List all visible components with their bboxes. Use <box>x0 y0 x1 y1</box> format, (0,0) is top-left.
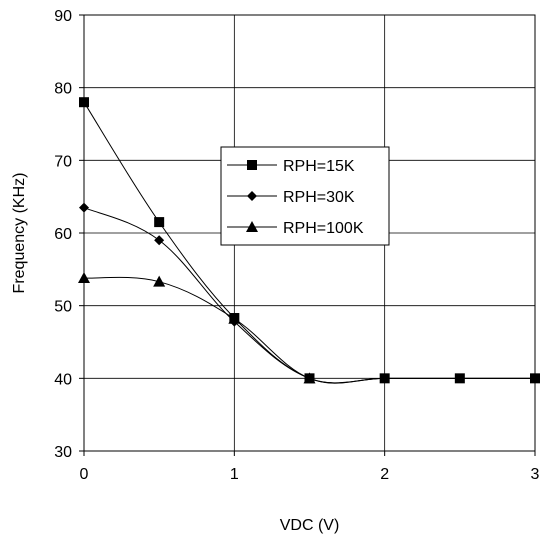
data-point-square <box>154 217 165 228</box>
data-point-square <box>379 373 390 384</box>
data-point-triangle <box>153 275 166 287</box>
data-point-triangle <box>228 312 241 324</box>
y-axis-ticks: 30 40 50 60 70 80 90 <box>54 8 84 461</box>
y-axis-title: Frequency (KHz) <box>11 173 28 294</box>
data-point-diamond <box>154 235 165 246</box>
y-tick-label: 70 <box>54 153 72 170</box>
legend-label: RPH=15K <box>283 158 355 175</box>
y-tick-label: 60 <box>54 226 72 243</box>
y-tick-label: 80 <box>54 81 72 98</box>
x-tick-label: 2 <box>380 466 389 483</box>
x-axis-title: VDC (V) <box>280 517 340 534</box>
y-tick-label: 40 <box>54 371 72 388</box>
y-tick-label: 50 <box>54 299 72 316</box>
legend-marker-triangle <box>246 221 258 232</box>
y-tick-label: 30 <box>54 444 72 461</box>
legend-marker-diamond <box>247 191 257 201</box>
x-tick-label: 3 <box>531 466 540 483</box>
legend-label: RPH=100K <box>283 220 364 237</box>
data-point-square <box>454 373 465 384</box>
legend-label: RPH=30K <box>283 189 355 206</box>
series-line-triangle <box>83 276 535 384</box>
legend: RPH=15K RPH=30K RPH=100K <box>220 146 390 246</box>
x-tick-label: 1 <box>230 466 239 483</box>
data-point-triangle <box>303 372 316 384</box>
y-tick-label: 90 <box>54 8 72 25</box>
x-axis-ticks: 0 1 2 3 <box>80 451 540 483</box>
x-tick-label: 0 <box>80 466 89 483</box>
legend-marker-square <box>247 160 257 170</box>
